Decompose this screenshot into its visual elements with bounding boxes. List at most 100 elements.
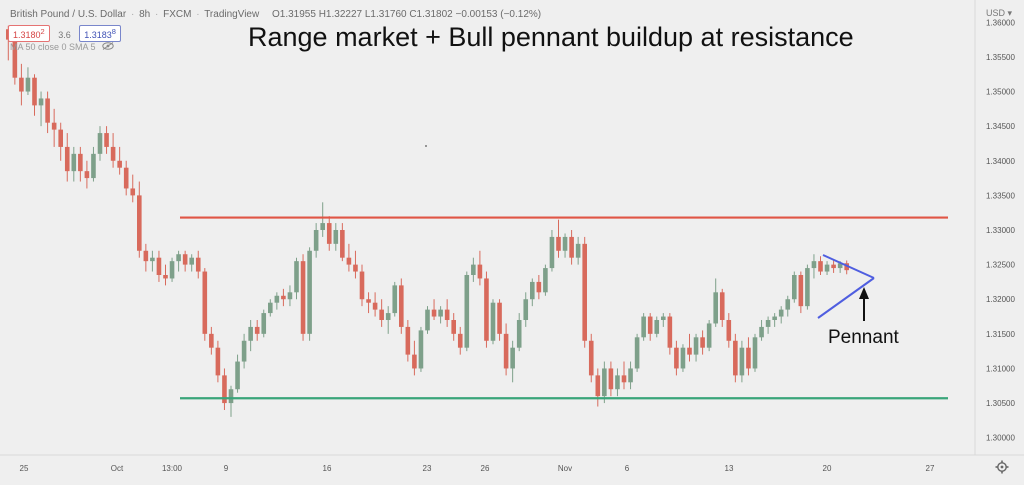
indicator-label: MA 50 close 0 SMA 5 <box>10 42 96 52</box>
time-axis[interactable]: 25 Oct 13:00 9 16 23 26 Nov 6 13 20 27 <box>20 464 935 473</box>
candle <box>385 306 391 334</box>
candle <box>549 230 555 272</box>
candle <box>117 146 122 175</box>
gear-icon[interactable] <box>995 460 1009 474</box>
candle <box>320 202 325 237</box>
time-tick-label: 6 <box>625 464 630 473</box>
candle <box>294 257 299 300</box>
candle <box>235 354 240 393</box>
candle <box>156 250 162 282</box>
candle <box>130 174 136 203</box>
candle <box>379 299 384 327</box>
candle <box>353 250 358 279</box>
pennant-upper-line <box>822 254 875 279</box>
candle <box>510 340 515 383</box>
candle <box>281 288 286 307</box>
price-tick-label: 1.31500 <box>986 330 1015 339</box>
candle <box>543 264 548 296</box>
eye-icon[interactable] <box>102 42 114 52</box>
time-tick-label: 27 <box>926 464 935 473</box>
buy-price-button[interactable]: 1.31838 <box>79 25 121 42</box>
price-tick-label: 1.31000 <box>986 364 1015 373</box>
candle <box>84 160 90 189</box>
candle <box>412 340 417 376</box>
price-tick-label: 1.33500 <box>986 191 1015 200</box>
candle <box>222 368 227 410</box>
candle <box>693 333 699 362</box>
candle <box>654 316 660 338</box>
time-tick-label: 20 <box>823 464 832 473</box>
candle <box>713 278 718 327</box>
candle <box>661 313 666 327</box>
candle <box>778 306 784 324</box>
candle <box>759 320 764 341</box>
candle <box>556 219 561 258</box>
candle <box>209 326 214 355</box>
candle <box>248 320 253 352</box>
candle <box>647 313 653 341</box>
candle <box>64 133 70 182</box>
candle <box>523 292 529 327</box>
price-tick-label: 1.33000 <box>986 226 1015 235</box>
candle <box>97 126 103 161</box>
candle <box>516 313 522 352</box>
candle <box>687 333 692 362</box>
candle <box>562 233 568 258</box>
candle <box>719 288 725 327</box>
price-axis[interactable]: 1.36000 1.35500 1.35000 1.34500 1.34000 1.335… <box>986 18 1015 442</box>
candle <box>123 160 129 196</box>
candle <box>163 264 168 286</box>
candle <box>484 271 489 348</box>
candle <box>58 122 63 161</box>
sell-price-button[interactable]: 1.31802 <box>8 25 50 42</box>
candle <box>110 133 116 168</box>
candles-layer <box>6 25 849 417</box>
candle <box>241 333 247 369</box>
indicator-legend[interactable]: MA 50 close 0 SMA 5 <box>10 42 114 52</box>
price-tick-label: 1.35000 <box>986 88 1015 97</box>
candle <box>51 108 57 147</box>
candle <box>150 250 155 272</box>
candle <box>340 223 345 262</box>
candle <box>667 313 673 355</box>
candle <box>706 320 712 352</box>
bid-ask-row: 1.31802 3.6 1.31838 <box>8 25 121 42</box>
candle <box>497 299 502 341</box>
candle <box>818 256 823 275</box>
candle <box>569 230 574 265</box>
candle <box>615 368 620 397</box>
time-tick-label: Nov <box>558 464 572 473</box>
candle <box>805 264 810 310</box>
interval-label: 8h <box>139 9 151 20</box>
time-tick-label: 23 <box>423 464 432 473</box>
price-tick-label: 1.34000 <box>986 157 1015 166</box>
currency-dropdown[interactable]: USD ▾ <box>986 8 1013 18</box>
candle <box>772 313 777 327</box>
candle <box>582 236 587 348</box>
chart-dot <box>425 145 427 147</box>
candle <box>536 275 542 300</box>
candle <box>575 236 581 265</box>
candle <box>503 323 509 376</box>
candle <box>307 247 312 341</box>
candle <box>765 316 771 334</box>
candle <box>464 271 470 352</box>
time-tick-label: 26 <box>481 464 490 473</box>
candle <box>726 313 732 348</box>
candle <box>588 333 594 383</box>
candle <box>300 254 306 341</box>
candle <box>457 326 463 355</box>
candle <box>359 264 365 307</box>
candle <box>372 292 378 317</box>
candle <box>202 268 208 341</box>
candle <box>137 181 142 258</box>
symbol-legend[interactable]: British Pound / U.S. Dollar · 8h · FXCM … <box>10 9 542 20</box>
time-tick-label: 9 <box>224 464 229 473</box>
candle <box>399 278 404 334</box>
candle <box>182 250 188 272</box>
time-tick-label: Oct <box>111 464 124 473</box>
candle <box>78 146 83 182</box>
candle <box>680 344 686 372</box>
